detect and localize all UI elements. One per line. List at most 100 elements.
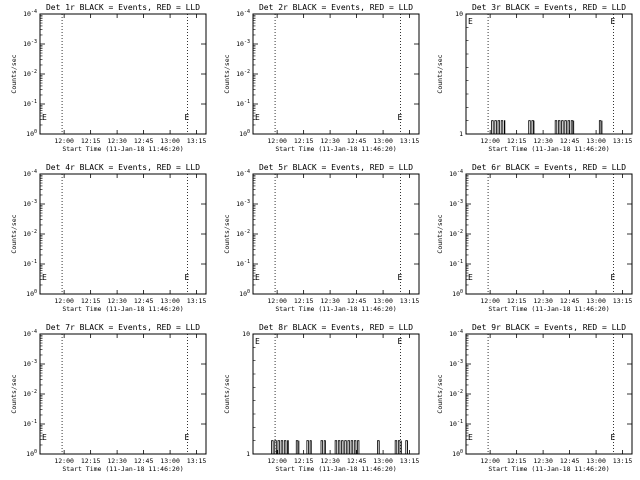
x-tick-label: 12:30 xyxy=(107,137,127,145)
panel-title: Det 8r BLACK = Events, RED = LLD xyxy=(259,323,413,332)
y-tick-exponent: -3 xyxy=(31,39,37,45)
y-axis-label: Counts/sec xyxy=(436,374,444,413)
y-tick-label: 10-2 xyxy=(236,69,250,78)
x-tick-label: 12:15 xyxy=(507,457,527,465)
y-tick-base: 10 xyxy=(23,10,31,18)
y-tick-label: 100 xyxy=(452,449,463,458)
x-tick-label: 12:45 xyxy=(560,457,580,465)
x-tick-label: 12:30 xyxy=(533,457,553,465)
y-tick-label: 1 xyxy=(246,450,250,458)
det-4r-panel: Det 4r BLACK = Events, RED = LLD 12:00 12:… xyxy=(10,163,207,313)
x-tick-label: 12:45 xyxy=(134,297,154,305)
y-tick-base: 10 xyxy=(23,100,31,108)
y-tick-label: 10-4 xyxy=(449,329,463,338)
x-tick-label: 12:00 xyxy=(54,457,74,465)
y-tick-exponent: -1 xyxy=(457,419,463,425)
events-burst xyxy=(528,120,535,135)
y-axis-label: Counts/sec xyxy=(10,374,18,413)
plot-frame xyxy=(39,13,207,135)
y-tick-label: 100 xyxy=(26,289,37,298)
panel-title: Det 5r BLACK = Events, RED = LLD xyxy=(259,163,413,172)
x-axis-label: Start Time (11-Jan-18 11:46:20) xyxy=(62,465,183,473)
x-tick-label: 13:15 xyxy=(613,457,633,465)
y-tick-label: 10-3 xyxy=(236,39,250,48)
x-tick-label: 13:00 xyxy=(160,457,180,465)
y-tick-label: 100 xyxy=(26,449,37,458)
y-tick-base: 10 xyxy=(449,420,457,428)
x-tick-label: 12:15 xyxy=(294,457,314,465)
x-tick-label: 12:00 xyxy=(480,137,500,145)
y-tick-exponent: -1 xyxy=(31,259,37,265)
x-tick-label: 12:15 xyxy=(294,297,314,305)
x-tick-label: 13:00 xyxy=(373,297,393,305)
event-marker-start: E xyxy=(468,433,473,442)
y-tick-exponent: -4 xyxy=(31,9,37,15)
y-tick-label: 10 xyxy=(242,330,250,338)
y-tick-exponent: -3 xyxy=(31,199,37,205)
x-tick-label: 12:45 xyxy=(134,457,154,465)
y-tick-label: 10-2 xyxy=(23,229,37,238)
plot-frame xyxy=(252,173,420,295)
y-tick-label: 10-3 xyxy=(236,199,250,208)
y-tick-base: 10 xyxy=(23,230,31,238)
y-tick-label: 10 xyxy=(455,10,463,18)
y-tick-base: 10 xyxy=(26,450,34,458)
panel-title: Det 1r BLACK = Events, RED = LLD xyxy=(46,3,200,12)
y-tick-exponent: -2 xyxy=(31,389,37,395)
y-tick-base: 10 xyxy=(449,230,457,238)
y-tick-exponent: -3 xyxy=(244,39,250,45)
det-9r-panel: Det 9r BLACK = Events, RED = LLD 12:00 12:… xyxy=(436,323,633,473)
event-marker-end: E xyxy=(397,337,402,346)
panel-title: Det 3r BLACK = Events, RED = LLD xyxy=(472,3,626,12)
x-tick-label: 12:30 xyxy=(320,137,340,145)
y-tick-base: 10 xyxy=(236,40,244,48)
x-axis-label: Start Time (11-Jan-18 11:46:20) xyxy=(275,465,396,473)
event-marker-end: E xyxy=(610,273,615,282)
y-tick-label: 100 xyxy=(452,289,463,298)
x-tick-label: 13:00 xyxy=(373,457,393,465)
y-tick-label: 10-1 xyxy=(23,99,37,108)
event-marker-start: E xyxy=(42,433,47,442)
x-tick-label: 12:00 xyxy=(54,297,74,305)
y-tick-exponent: -3 xyxy=(457,199,463,205)
x-tick-label: 12:15 xyxy=(507,137,527,145)
events-burst xyxy=(334,440,360,455)
y-tick-base: 10 xyxy=(449,390,457,398)
y-tick-base: 10 xyxy=(239,130,247,138)
x-tick-label: 13:00 xyxy=(160,297,180,305)
event-marker-end: E xyxy=(397,113,402,122)
y-tick-label: 10-4 xyxy=(449,169,463,178)
y-tick-label: 10-1 xyxy=(236,99,250,108)
plot-frame xyxy=(252,333,420,455)
y-tick-exponent: -1 xyxy=(31,419,37,425)
det-5r-panel: Det 5r BLACK = Events, RED = LLD 12:00 12:… xyxy=(223,163,420,313)
y-tick-exponent: -1 xyxy=(244,99,250,105)
y-tick-exponent: 0 xyxy=(247,289,250,295)
x-tick-label: 12:30 xyxy=(320,457,340,465)
y-axis-label: Counts/sec xyxy=(10,214,18,253)
y-tick-label: 10-2 xyxy=(449,229,463,238)
y-tick-label: 10-2 xyxy=(23,69,37,78)
y-tick-label: 10-3 xyxy=(23,359,37,368)
x-tick-label: 13:00 xyxy=(373,137,393,145)
x-tick-label: 12:15 xyxy=(507,297,527,305)
y-axis-label: Counts/sec xyxy=(436,214,444,253)
x-tick-label: 13:00 xyxy=(586,137,606,145)
y-tick-label: 10-2 xyxy=(23,389,37,398)
y-tick-exponent: -2 xyxy=(457,229,463,235)
y-tick-label: 10-1 xyxy=(236,259,250,268)
y-tick-label: 10-4 xyxy=(23,169,37,178)
x-axis-label: Start Time (11-Jan-18 11:46:20) xyxy=(62,305,183,313)
y-tick-base: 10 xyxy=(23,330,31,338)
x-tick-label: 13:15 xyxy=(187,457,207,465)
y-tick-label: 10-3 xyxy=(23,39,37,48)
y-tick-label: 10-4 xyxy=(23,329,37,338)
y-tick-label: 10-4 xyxy=(23,9,37,18)
y-tick-base: 10 xyxy=(449,200,457,208)
x-axis-label: Start Time (11-Jan-18 11:46:20) xyxy=(62,145,183,153)
y-tick-label: 100 xyxy=(26,129,37,138)
y-tick-label: 10-2 xyxy=(236,229,250,238)
x-tick-label: 12:15 xyxy=(81,137,101,145)
y-tick-exponent: -3 xyxy=(31,359,37,365)
